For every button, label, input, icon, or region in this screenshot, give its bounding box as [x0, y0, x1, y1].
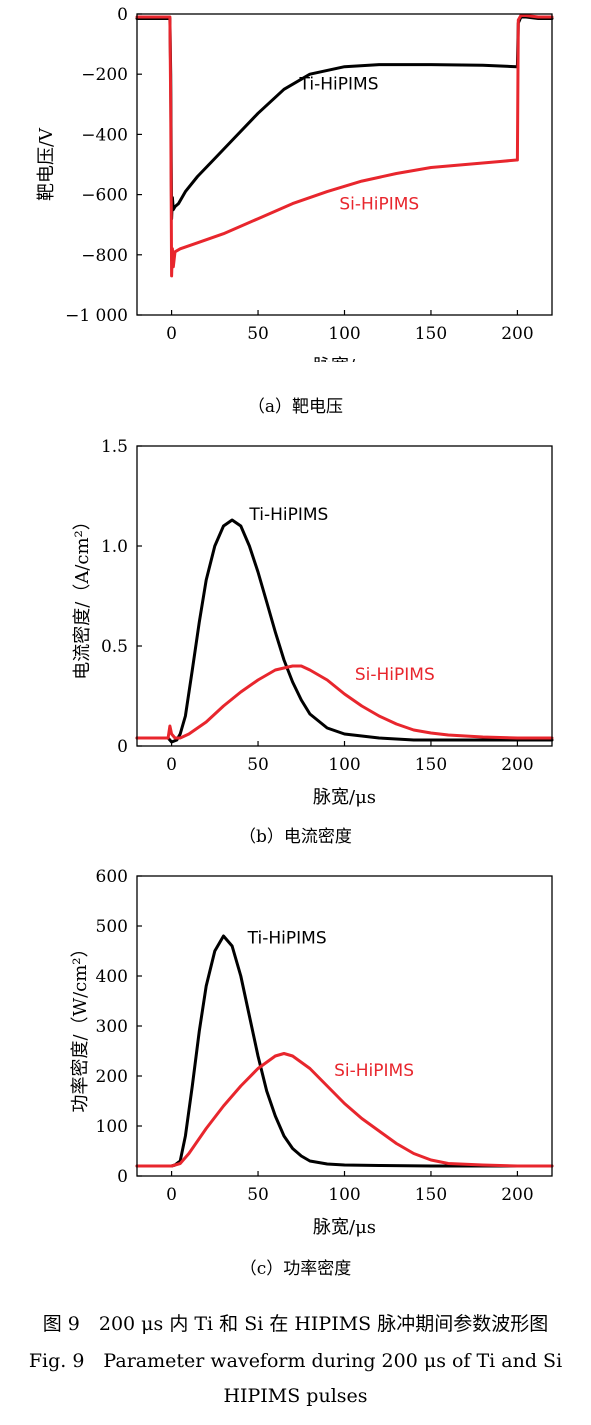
series-annotation-ti-hipims: Ti-HiPIMS: [247, 929, 327, 949]
x-tick-label: 150: [415, 755, 447, 775]
series-line-ti-hipims: [135, 15, 554, 221]
x-tick-label: 100: [328, 755, 360, 775]
y-tick-label: 200: [96, 1067, 128, 1087]
x-axis-label: 脉宽/μs: [313, 787, 376, 808]
series-line-si-hipims: [135, 1052, 554, 1168]
y-tick-label: 0: [117, 737, 128, 757]
y-tick-label: 100: [96, 1117, 128, 1137]
series-line-si-hipims: [135, 664, 554, 740]
x-tick-label: 50: [247, 324, 269, 344]
x-tick-label: 0: [166, 755, 177, 775]
series-annotation-si-hipims: Si-HiPIMS: [339, 195, 419, 215]
x-tick-label: 100: [328, 324, 360, 344]
figure-caption-zh: 图 9 200 μs 内 Ti 和 Si 在 HIPIMS 脉冲期间参数波形图: [42, 1313, 549, 1335]
x-axis-label: 脉宽/μs: [313, 1217, 376, 1238]
y-tick-label: 1.5: [101, 437, 128, 457]
series-line-si-hipims: [135, 14, 554, 278]
x-tick-label: 150: [415, 1185, 447, 1205]
figure-caption-en-line2: HIPIMS pulses: [223, 1385, 368, 1407]
x-axis-label: 脉宽/μs: [313, 356, 376, 362]
x-tick-label: 50: [247, 1185, 269, 1205]
x-tick-label: 200: [501, 755, 533, 775]
y-axis-label: 功率密度/（W/cm²）: [70, 940, 91, 1113]
x-tick-label: 200: [501, 1185, 533, 1205]
series-line-ti-hipims: [135, 934, 554, 1168]
y-tick-label: 0.5: [101, 637, 128, 657]
y-tick-label: 500: [96, 917, 128, 937]
plot-frame: [136, 445, 553, 747]
y-tick-label: −600: [81, 186, 128, 206]
series-annotation-si-hipims: Si-HiPIMS: [334, 1061, 414, 1081]
y-tick-label: −200: [81, 65, 128, 85]
x-tick-label: 200: [501, 324, 533, 344]
y-tick-label: 600: [96, 867, 128, 887]
x-tick-label: 50: [247, 755, 269, 775]
subcaption-c: （c）功率密度: [239, 1259, 352, 1279]
x-tick-label: 150: [415, 324, 447, 344]
x-tick-label: 0: [166, 324, 177, 344]
y-tick-label: 1.0: [101, 537, 128, 557]
series-line-ti-hipims: [135, 518, 554, 744]
figure-caption-en-line1: Fig. 9 Parameter waveform during 200 μs …: [28, 1350, 563, 1372]
y-tick-label: 400: [96, 967, 128, 987]
chart-power-density: 0 50 100 150 200 0 100 200 300 400 500 600 脉宽/μs 功率密度…: [70, 867, 554, 1238]
x-tick-label: 0: [166, 1185, 177, 1205]
chart-current-density: 0 50 100 150 200 0 0.5 1.0 1.5 脉宽/μs 电流密度/（A/cm²） T…: [72, 437, 554, 808]
y-tick-label: −1 000: [65, 306, 128, 326]
y-axis-label: 电流密度/（A/cm²）: [72, 512, 93, 680]
subcaption-a: （a）靶电压: [247, 397, 344, 417]
y-tick-label: −800: [81, 246, 128, 266]
subcaption-b: （b）电流密度: [239, 827, 352, 847]
y-tick-label: 0: [117, 5, 128, 25]
chart-target-voltage: 0 50 100 150 200 0 −200 −400 −600 −800 −1 000 脉宽/μs…: [36, 5, 554, 362]
plot-frame: [136, 13, 553, 316]
series-annotation-ti-hipims: Ti-HiPIMS: [248, 505, 328, 525]
y-tick-label: −400: [81, 125, 128, 145]
series-annotation-ti-hipims: Ti-HiPIMS: [299, 74, 379, 94]
y-tick-label: 0: [117, 1167, 128, 1187]
series-annotation-si-hipims: Si-HiPIMS: [355, 665, 435, 685]
y-axis-label: 靶电压/V: [36, 127, 57, 201]
y-tick-label: 300: [96, 1017, 128, 1037]
x-tick-label: 100: [328, 1185, 360, 1205]
